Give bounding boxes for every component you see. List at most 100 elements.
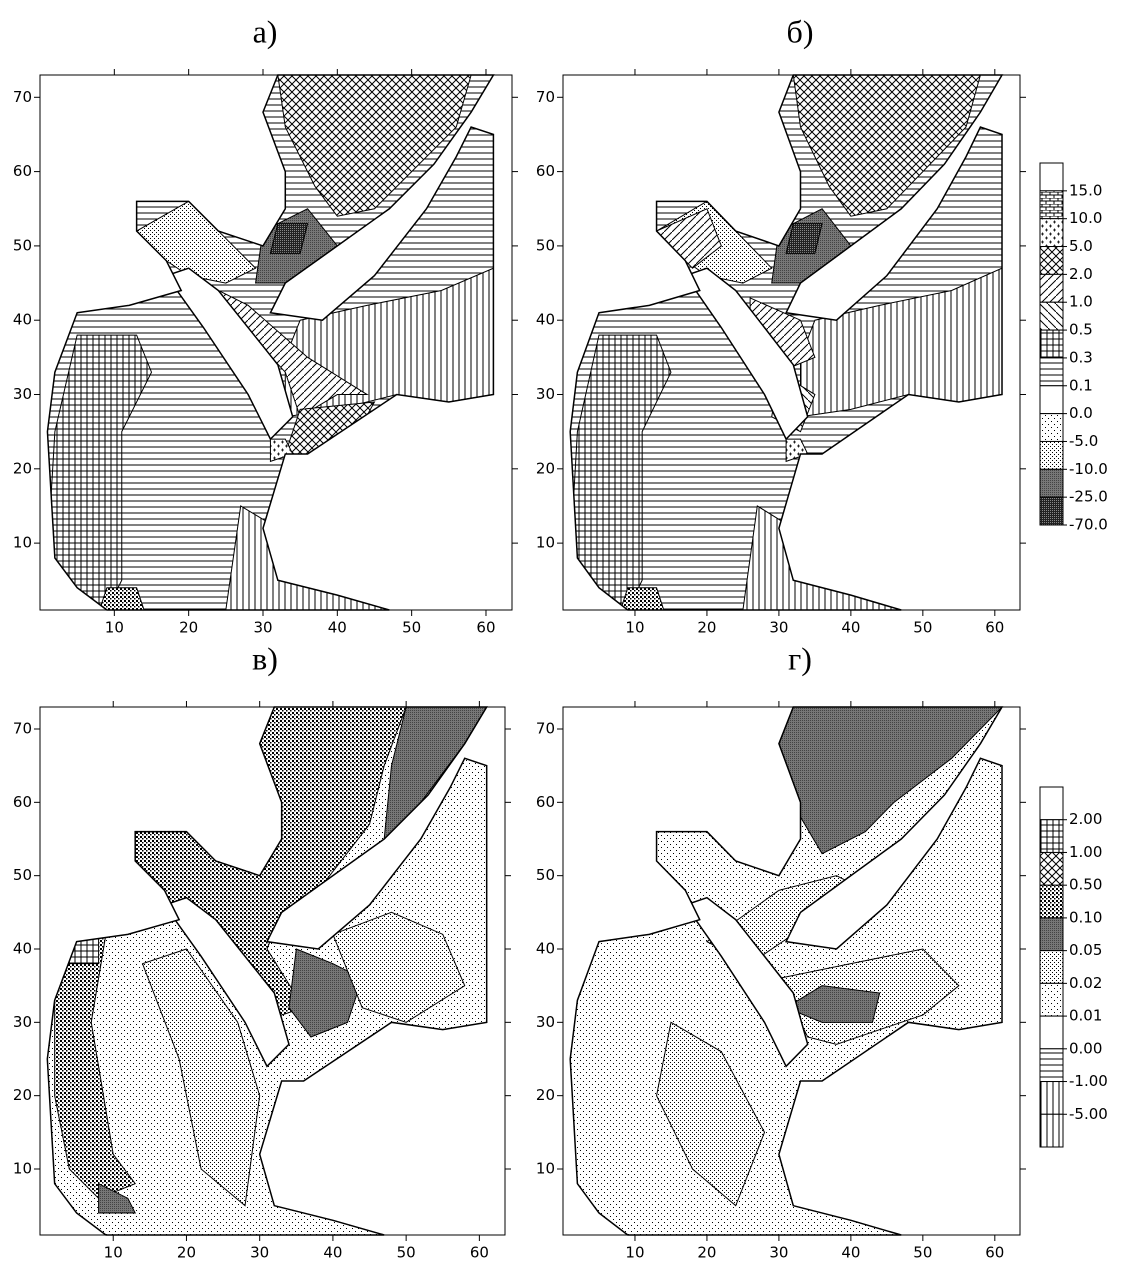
legend-label: 10.0	[1069, 209, 1102, 227]
y-tick-label: 70	[13, 720, 32, 738]
legend-swatch	[1039, 1015, 1064, 1050]
y-tick-label: 50	[13, 236, 32, 254]
y-tick-label: 20	[13, 1086, 32, 1104]
legend-swatch	[1039, 950, 1064, 984]
y-tick-label: 50	[536, 236, 555, 254]
x-tick-label: 30	[253, 619, 272, 637]
contour-region	[141, 948, 261, 1207]
contour-region	[656, 1021, 766, 1207]
y-tick-label: 30	[13, 385, 32, 403]
legend-swatch	[1039, 413, 1064, 442]
legend-swatch	[1039, 385, 1064, 415]
x-tick-label: 50	[913, 619, 932, 637]
legend-swatch	[1039, 819, 1064, 853]
x-tick-label: 50	[397, 1244, 416, 1262]
x-tick-label: 20	[179, 619, 198, 637]
y-tick-label: 10	[536, 534, 555, 552]
y-tick-label: 60	[13, 162, 32, 180]
x-tick-label: 20	[177, 1244, 196, 1262]
y-tick-label: 10	[536, 1160, 555, 1178]
y-tick-label: 40	[536, 940, 555, 958]
contours	[570, 75, 1003, 610]
plot-frame	[562, 74, 1021, 611]
legend-label: 0.5	[1069, 321, 1093, 339]
contours	[54, 707, 487, 1214]
y-tick-label: 60	[536, 162, 555, 180]
y-tick-label: 30	[13, 1013, 32, 1031]
panel-title: г)	[788, 640, 812, 676]
legend-swatch	[1039, 786, 1064, 821]
legend-label: -25.0	[1069, 488, 1108, 506]
contour-region	[784, 985, 881, 1023]
x-tick-label: 10	[104, 1244, 123, 1262]
legend-label: 0.50	[1069, 876, 1102, 894]
legend-label: 2.00	[1069, 810, 1102, 828]
legend-label: -5.0	[1069, 432, 1098, 450]
x-tick-label: 10	[625, 619, 644, 637]
y-tick-label: 10	[13, 1160, 32, 1178]
contour-region	[269, 223, 309, 254]
x-tick-label: 30	[769, 1244, 788, 1262]
x-tick-label: 40	[328, 619, 347, 637]
legend-swatch	[1039, 162, 1064, 192]
x-tick-label: 60	[470, 1244, 489, 1262]
legend-label: -1.00	[1069, 1072, 1108, 1090]
contour-region	[619, 587, 665, 610]
x-tick-label: 20	[697, 1244, 716, 1262]
legend-label: 0.00	[1069, 1039, 1102, 1057]
legend-swatch	[1039, 190, 1064, 220]
coastline	[569, 74, 1004, 611]
legend-swatch	[1039, 1081, 1064, 1115]
coastline	[569, 706, 1004, 1236]
legend-swatch	[1039, 468, 1064, 498]
legend-label: 0.10	[1069, 908, 1102, 926]
x-tick-label: 40	[841, 1244, 860, 1262]
legend-swatch	[1039, 357, 1064, 387]
panel: г) 10 20 30 40 50 60 10 20 30 40 50 60 70	[536, 640, 1026, 1262]
y-tick-label: 30	[536, 1013, 555, 1031]
legend-swatch	[1039, 1113, 1064, 1148]
legend-label: 1.0	[1069, 293, 1093, 311]
legend: 2.00 1.00 0.50 0.10 0.05 0.02 0.01 0.00 -1.00 -5.…	[1039, 786, 1108, 1148]
legend-label: 5.0	[1069, 237, 1093, 255]
land-strait	[684, 896, 809, 1068]
land-strait	[684, 267, 809, 441]
coastline	[46, 706, 489, 1236]
contour-region	[785, 223, 823, 254]
x-tick-label: 10	[625, 1244, 644, 1262]
y-tick-label: 60	[13, 793, 32, 811]
legend-label: 0.02	[1069, 974, 1102, 992]
y-tick-label: 70	[536, 88, 555, 106]
x-tick-label: 60	[985, 619, 1004, 637]
y-tick-label: 70	[536, 720, 555, 738]
legend-label: 0.01	[1069, 1007, 1102, 1025]
y-tick-label: 40	[536, 311, 555, 329]
x-tick-label: 20	[697, 619, 716, 637]
legend-swatch	[1039, 1048, 1064, 1083]
x-tick-label: 30	[250, 1244, 269, 1262]
y-tick-label: 50	[13, 866, 32, 884]
legend-label: -70.0	[1069, 516, 1108, 534]
panel-title: б)	[787, 13, 814, 49]
legend-label: 2.0	[1069, 265, 1093, 283]
legend-label: -5.00	[1069, 1105, 1108, 1123]
legend-swatch	[1039, 851, 1064, 886]
contour-region	[225, 505, 390, 610]
contours	[656, 707, 1003, 1207]
land-strait	[165, 267, 294, 441]
y-tick-label: 40	[13, 311, 32, 329]
plot-frame	[39, 74, 513, 611]
panel-title: в)	[252, 640, 278, 676]
y-tick-label: 20	[536, 1086, 555, 1104]
panel-title: а)	[253, 13, 278, 49]
y-tick-label: 20	[536, 459, 555, 477]
legend-swatch	[1039, 917, 1064, 952]
contour-region	[742, 505, 902, 610]
legend-label: 0.05	[1069, 941, 1102, 959]
plot-frame	[562, 706, 1021, 1236]
contour-region	[288, 948, 363, 1038]
x-tick-label: 50	[402, 619, 421, 637]
legend-label: -10.0	[1069, 460, 1108, 478]
y-tick-label: 10	[13, 534, 32, 552]
